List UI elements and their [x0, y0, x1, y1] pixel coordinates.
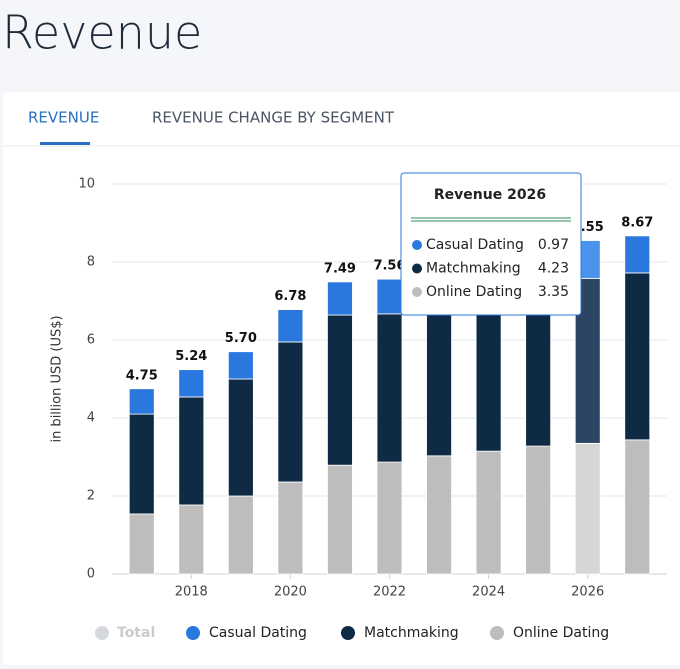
bar-segment[interactable]	[376, 278, 403, 315]
tooltip-title: Revenue 2026	[434, 187, 546, 203]
bar-segment[interactable]	[475, 450, 502, 575]
total-label: 5.70	[225, 331, 257, 346]
page-title: Revenue	[2, 6, 202, 60]
legend-label[interactable]: Matchmaking	[364, 625, 459, 641]
bar-segment[interactable]	[227, 495, 254, 575]
bar-segment[interactable]	[327, 281, 353, 316]
bar-segment[interactable]	[624, 235, 651, 274]
total-label: 5.24	[175, 349, 207, 364]
bar-segment[interactable]	[178, 504, 205, 575]
x-tick-label: 2022	[373, 585, 406, 600]
tab-active[interactable]: REVENUE	[28, 109, 99, 127]
bar-segment[interactable]	[327, 464, 353, 575]
bar-segment[interactable]	[475, 300, 502, 452]
tooltip-marker	[412, 240, 422, 250]
bar-segment[interactable]	[624, 272, 651, 441]
tooltip-name: Casual Dating	[426, 237, 524, 253]
bar-segment[interactable]	[227, 351, 254, 380]
bar-segment[interactable]	[128, 513, 155, 575]
tooltip: Revenue 2026 Casual Dating 0.97 Matchmaking…	[400, 172, 582, 316]
total-label: 7.49	[324, 261, 356, 276]
bar-segment[interactable]	[327, 314, 353, 466]
total-label: 8.67	[621, 215, 653, 230]
y-tick-label: 4	[87, 411, 95, 426]
bar-segment[interactable]	[525, 291, 552, 447]
tooltip-value: 3.35	[538, 284, 569, 300]
legend-marker[interactable]	[95, 626, 109, 640]
tooltip-name: Matchmaking	[426, 261, 521, 277]
bar-segment[interactable]	[128, 413, 155, 515]
tab[interactable]: REVENUE CHANGE BY SEGMENT	[152, 109, 395, 127]
legend-label[interactable]: Total	[117, 625, 155, 641]
y-axis-label: in billion USD (US$)	[50, 315, 65, 442]
bar-segment[interactable]	[128, 388, 155, 415]
tooltip-marker	[412, 263, 422, 274]
tooltip-box	[400, 172, 582, 316]
bar-segment[interactable]	[574, 442, 601, 575]
y-tick-label: 6	[87, 333, 95, 348]
bar-segment[interactable]	[624, 439, 651, 575]
legend-label[interactable]: Online Dating	[513, 625, 609, 641]
x-tick-label: 2026	[571, 585, 604, 600]
x-tick-label: 2018	[175, 585, 208, 600]
tooltip-value: 0.97	[538, 237, 569, 253]
legend-marker[interactable]	[341, 626, 355, 640]
bar-segment[interactable]	[426, 307, 452, 457]
legend-label[interactable]: Casual Dating	[209, 625, 307, 641]
tooltip-marker	[412, 287, 422, 297]
bar-segment[interactable]	[178, 396, 205, 506]
legend-marker[interactable]	[490, 626, 504, 640]
bar-segment[interactable]	[277, 481, 304, 575]
bar-segment[interactable]	[525, 445, 552, 575]
y-tick-label: 10	[78, 177, 95, 192]
bar-segment[interactable]	[178, 369, 205, 398]
bar-segment[interactable]	[227, 378, 254, 497]
total-label: 6.78	[274, 289, 306, 304]
x-tick-label: 2020	[274, 585, 307, 600]
bar-segment[interactable]	[277, 309, 304, 343]
tab-underline	[40, 142, 90, 145]
y-tick-label: 8	[87, 255, 95, 270]
legend: Total Casual Dating Matchmaking Online Dati…	[95, 625, 609, 641]
legend-marker[interactable]	[186, 626, 200, 640]
x-tick-label: 2024	[472, 585, 505, 600]
y-tick-label: 0	[87, 567, 95, 582]
bar-segment[interactable]	[376, 461, 403, 575]
tooltip-name: Online Dating	[426, 284, 522, 300]
y-tick-label: 2	[87, 489, 95, 504]
total-label: 4.75	[126, 368, 158, 383]
bar-segment[interactable]	[277, 341, 304, 483]
tooltip-value: 4.23	[538, 261, 569, 277]
bar-segment[interactable]	[426, 455, 452, 575]
total-label: 7.56	[373, 259, 405, 274]
bar-segment[interactable]	[376, 313, 403, 463]
